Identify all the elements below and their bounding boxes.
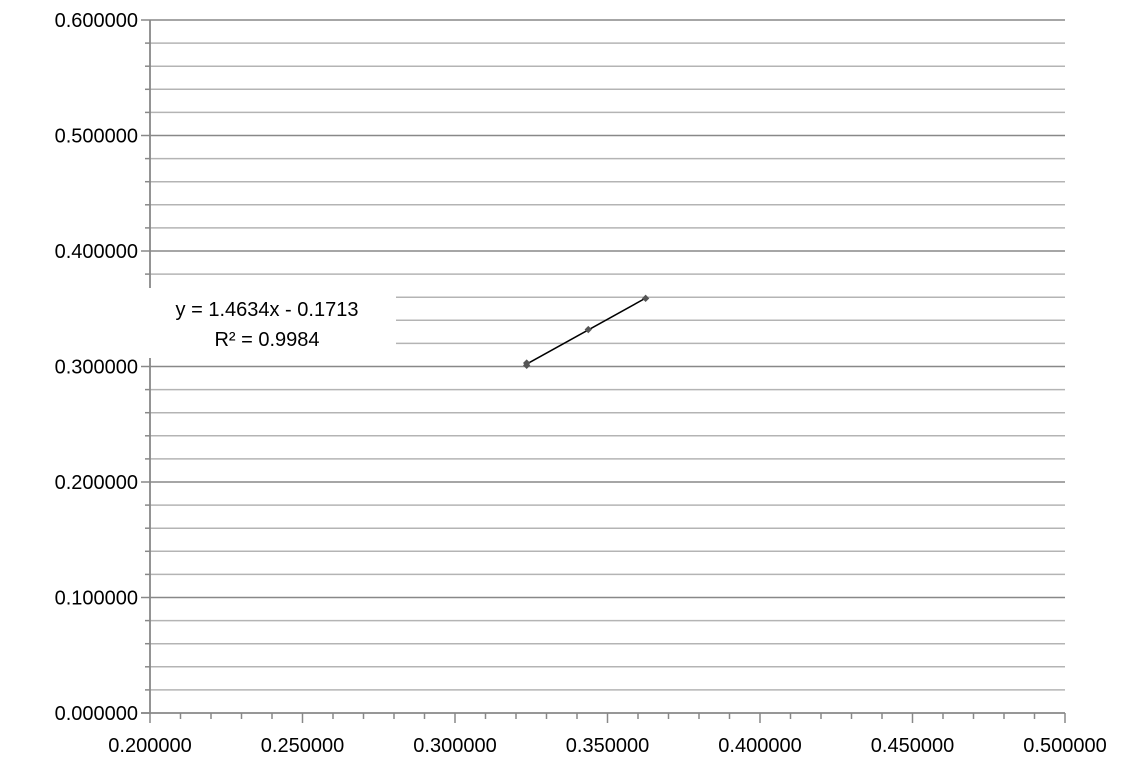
y-tick-label: 0.400000 [55, 241, 138, 263]
data-point [584, 325, 592, 334]
grid-lines [150, 19, 1065, 691]
x-tick-label: 0.450000 [871, 735, 954, 757]
trendline-layer [526, 297, 646, 365]
x-tick-label: 0.250000 [261, 735, 344, 757]
trendline [526, 297, 646, 365]
y-tick-label: 0.200000 [55, 472, 138, 494]
y-tick-label: 0.600000 [55, 10, 138, 32]
x-tick-label: 0.500000 [1023, 735, 1106, 757]
data-point [522, 361, 531, 370]
equation-background [138, 288, 396, 358]
data-points [522, 294, 650, 370]
x-tick-label: 0.300000 [413, 735, 496, 757]
y-tick-label: 0.500000 [55, 126, 138, 148]
y-tick-label: 0.000000 [55, 703, 138, 725]
y-tick-label: 0.300000 [55, 357, 138, 379]
trendline-equation-box: y = 1.4634x - 0.1713 R² = 0.9984 [138, 288, 396, 358]
axes [141, 19, 1066, 723]
x-tick-label: 0.350000 [566, 735, 649, 757]
y-tick-label: 0.100000 [55, 588, 138, 610]
x-tick-label: 0.400000 [718, 735, 801, 757]
x-tick-label: 0.200000 [108, 735, 191, 757]
data-point [641, 294, 650, 303]
trendline-equation: y = 1.4634x - 0.1713 [176, 299, 359, 321]
tick-labels: 0.000000 0.100000 0.200000 0.300000 0.400000… [55, 10, 1107, 757]
trendline-r-squared: R² = 0.9984 [214, 329, 319, 351]
